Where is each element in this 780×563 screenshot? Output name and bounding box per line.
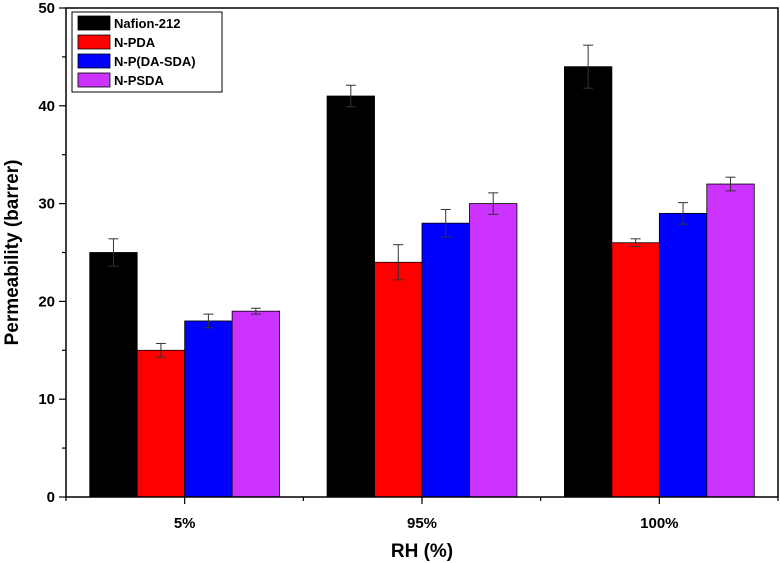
legend-swatch [77,15,111,31]
bar-nafion-212-1 [326,95,375,498]
legend-label: N-PDA [114,35,156,50]
y-tick-label: 40 [38,98,55,115]
error-bar [725,176,736,192]
legend-item: Nafion-212 [77,15,180,31]
error-bar [155,342,166,358]
bar-n-pda-2 [611,242,660,498]
bar-n-p-da-sda--0 [184,320,233,498]
error-bar [583,44,594,89]
legend-item: N-PDA [77,34,156,50]
error-bar [203,313,214,329]
bar-nafion-212-0 [89,252,138,498]
x-tick-label: 100% [640,515,678,532]
y-axis-title: Permeability (barrer) [2,160,23,346]
x-tick-labels: 5% 95% 100% [174,515,679,532]
bar-n-pda-0 [136,349,186,498]
y-tick-label: 50 [38,0,55,17]
x-axis-title: RH (%) [391,541,453,562]
bar-n-psda-2 [706,183,755,498]
legend-label: N-PSDA [114,73,164,88]
legend-item: N-PSDA [77,72,164,88]
error-bar [250,307,261,315]
error-bar [488,192,499,215]
bar-nafion-212-2 [564,66,613,498]
legend-swatch [77,34,111,50]
error-bar [393,244,404,281]
y-tick-label: 30 [38,196,55,213]
x-tick-label: 95% [407,515,437,532]
error-bar [630,238,641,248]
y-tick-label: 0 [47,489,55,506]
axis-ticks [59,7,779,504]
bars-layer [89,66,755,498]
bar-n-psda-0 [231,310,280,498]
y-tick-label: 20 [38,293,55,310]
error-bars-layer [108,44,736,358]
legend-label: Nafion-212 [114,16,180,31]
y-tick-labels: 0 10 20 30 40 50 [38,0,55,506]
legend-swatch [77,53,111,69]
legend-label: N-P(DA-SDA) [114,54,196,69]
error-bar [440,208,451,238]
bar-n-pda-1 [374,261,423,498]
bar-n-p-da-sda--2 [658,212,708,498]
y-tick-label: 10 [38,391,55,408]
bar-n-p-da-sda--1 [421,222,470,498]
x-tick-label: 5% [174,515,196,532]
legend: Nafion-212 N-PDA N-P(DA-SDA) N-PSDA [71,11,223,93]
legend-swatch [77,72,111,88]
error-bar [678,202,689,225]
bar-n-psda-1 [469,203,518,498]
error-bar [345,84,356,108]
error-bar [108,238,119,267]
legend-item: N-P(DA-SDA) [77,53,196,69]
